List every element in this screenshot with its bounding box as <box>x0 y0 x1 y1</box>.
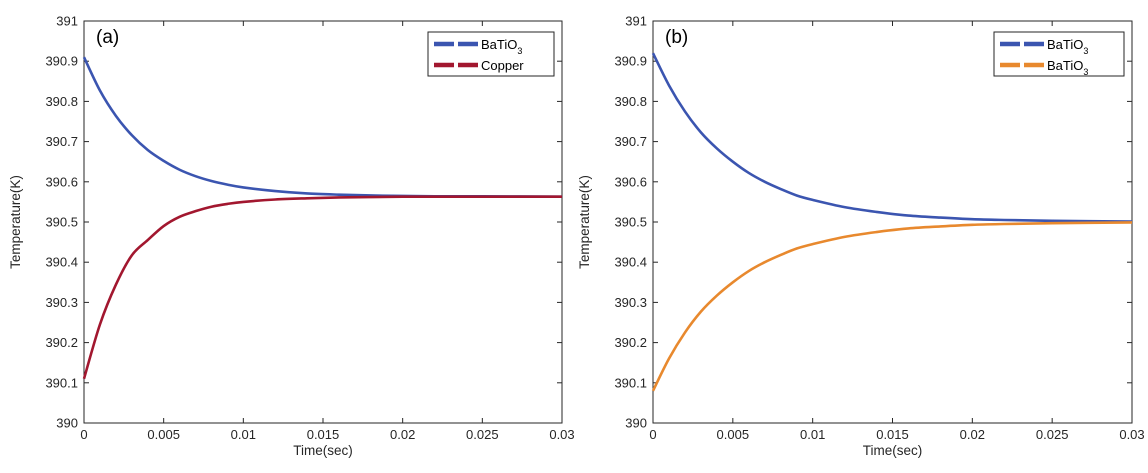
series-line-2 <box>651 221 1133 392</box>
legend-label: BaTiO3 <box>1047 37 1088 56</box>
y-tick-label: 390.3 <box>45 295 78 310</box>
chart-panel-a: 390 390.1 390.2 390.3 390.4 390.5 390.6 390.7 39… <box>8 14 575 459</box>
x-tick-label: 0.015 <box>307 427 340 442</box>
x-tick-label: 0.015 <box>876 427 909 442</box>
series-line-2 <box>82 195 562 380</box>
y-tick-label: 390.5 <box>614 215 647 230</box>
y-tick-label: 390.4 <box>45 255 78 270</box>
panel-label: (b) <box>665 27 688 48</box>
x-axis-title: Time(sec) <box>863 443 923 458</box>
y-tick-label: 390.7 <box>614 134 647 149</box>
legend-label-main: BaTiO <box>481 37 517 52</box>
y-tick-label: 390.7 <box>45 134 78 149</box>
legend-label: Copper <box>481 58 524 73</box>
chart-panel-b: 390 390.1 390.2 390.3 390.4 390.5 390.6 390.7 39… <box>577 14 1145 459</box>
x-tick-label: 0.005 <box>147 427 180 442</box>
x-axis-title: Time(sec) <box>293 443 353 458</box>
y-tick-label: 390.4 <box>614 255 647 270</box>
y-tick-label: 390.3 <box>614 295 647 310</box>
x-tick-label: 0.02 <box>960 427 985 442</box>
y-tick-label: 390 <box>625 416 647 431</box>
x-tick-label: 0.03 <box>1119 427 1144 442</box>
y-tick-label: 390.5 <box>45 215 78 230</box>
x-tick-label: 0.025 <box>1036 427 1069 442</box>
series-line-1 <box>82 56 563 198</box>
legend-box <box>427 31 555 77</box>
y-axis-title: Temperature(K) <box>8 175 23 269</box>
legend: BaTiO3 Copper <box>427 31 555 77</box>
y-tick-label: 390.1 <box>45 375 78 390</box>
y-tick-label: 390 <box>56 416 78 431</box>
panel-label: (a) <box>96 27 119 48</box>
y-tick-label: 390.2 <box>614 335 647 350</box>
y-tick-label: 390.2 <box>45 335 78 350</box>
legend-box <box>993 31 1125 77</box>
y-tick-label: 390.9 <box>614 54 647 69</box>
y-tick-label: 390.6 <box>614 174 647 189</box>
legend-label-main: BaTiO <box>1047 37 1083 52</box>
y-tick-label: 390.9 <box>45 54 78 69</box>
y-axis-title: Temperature(K) <box>577 175 592 269</box>
x-tick-label: 0 <box>80 427 87 442</box>
y-tick-label: 390.6 <box>45 174 78 189</box>
legend-label-main: BaTiO <box>1047 58 1083 73</box>
x-tick-label: 0 <box>649 427 656 442</box>
legend-label-subscript: 3 <box>1083 67 1088 77</box>
series-line-1 <box>651 52 1133 223</box>
y-tick-label: 391 <box>56 14 78 29</box>
legend-label: BaTiO3 <box>1047 58 1088 77</box>
x-tick-label: 0.025 <box>466 427 499 442</box>
legend-label-subscript: 3 <box>517 46 522 56</box>
legend-label: BaTiO3 <box>481 37 522 56</box>
x-tick-label: 0.005 <box>717 427 750 442</box>
legend-label-subscript: 3 <box>1083 46 1088 56</box>
y-tick-label: 390.1 <box>614 375 647 390</box>
y-tick-label: 390.8 <box>45 94 78 109</box>
x-tick-label: 0.01 <box>231 427 256 442</box>
x-tick-label: 0.01 <box>800 427 825 442</box>
axes-box <box>83 20 563 424</box>
legend-label-main: Copper <box>481 58 524 73</box>
y-tick-label: 390.8 <box>614 94 647 109</box>
x-tick-label: 0.03 <box>549 427 574 442</box>
y-tick-label: 391 <box>625 14 647 29</box>
x-tick-label: 0.02 <box>390 427 415 442</box>
